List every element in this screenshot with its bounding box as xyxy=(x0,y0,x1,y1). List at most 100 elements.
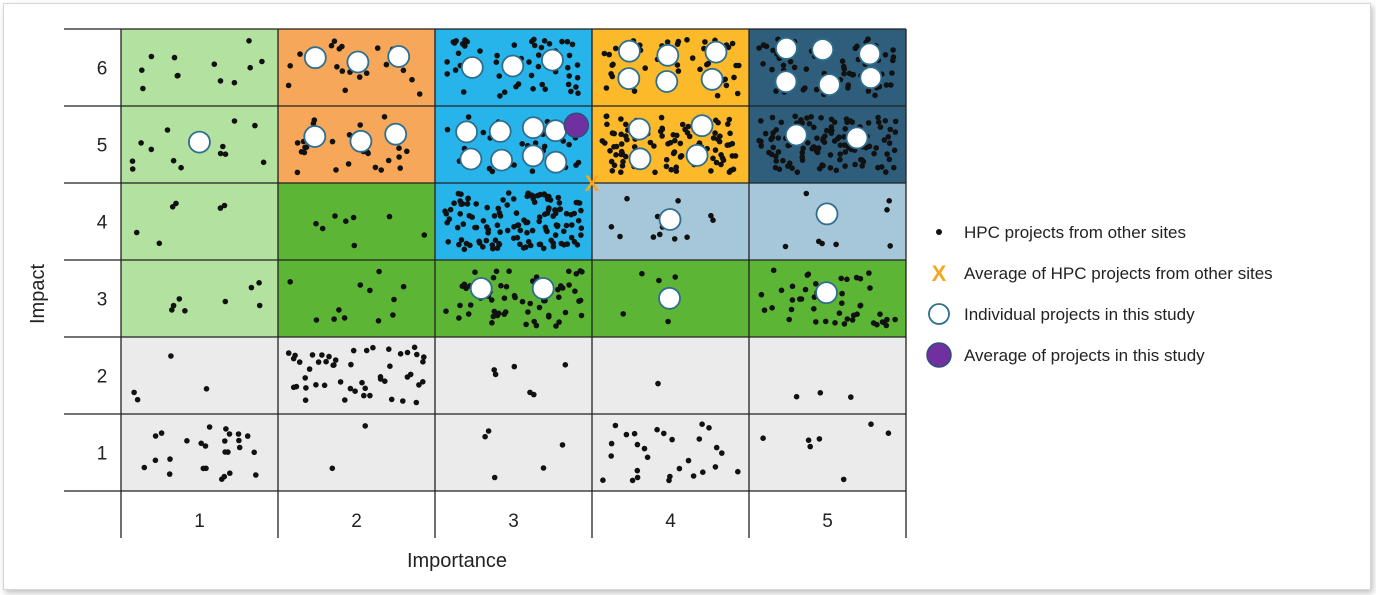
other-site-project-dot xyxy=(817,390,824,396)
other-site-project-dot xyxy=(148,53,155,60)
legend-label: Average of projects in this study xyxy=(964,346,1205,365)
other-site-project-dot xyxy=(604,121,610,128)
other-site-project-dot xyxy=(778,119,785,126)
other-site-project-dot xyxy=(131,389,137,396)
other-site-project-dot xyxy=(837,156,843,163)
other-site-project-dot xyxy=(712,130,718,136)
other-site-project-dot xyxy=(528,72,535,79)
other-site-project-dot xyxy=(246,38,252,44)
other-site-project-dot xyxy=(667,139,674,146)
other-site-project-dot xyxy=(879,319,886,325)
other-site-project-dot xyxy=(504,202,511,208)
other-site-project-dot xyxy=(806,120,813,127)
other-site-project-dot xyxy=(663,163,670,170)
study-project-circle xyxy=(303,46,327,70)
other-site-project-dot xyxy=(769,305,775,311)
other-site-project-dot xyxy=(465,196,471,202)
other-site-project-dot xyxy=(541,143,548,150)
other-site-project-dot xyxy=(837,142,844,148)
other-site-project-dot xyxy=(710,135,717,141)
other-site-project-dot xyxy=(341,315,348,321)
other-site-project-dot xyxy=(651,143,657,149)
other-site-project-dot xyxy=(655,380,661,387)
other-site-project-dot xyxy=(657,231,663,238)
y-axis-title: Impact xyxy=(27,264,49,324)
other-site-project-dot xyxy=(465,114,472,120)
other-site-project-dot xyxy=(613,143,620,150)
other-site-project-dot xyxy=(236,444,243,451)
other-site-project-dot xyxy=(339,68,346,74)
other-site-project-dot xyxy=(445,239,452,245)
other-site-project-dot xyxy=(527,389,533,396)
other-site-project-dot xyxy=(618,169,624,175)
other-site-project-dot xyxy=(133,229,140,236)
other-site-project-dot xyxy=(761,307,768,314)
other-site-project-dot xyxy=(328,42,335,49)
other-site-project-dot xyxy=(828,130,835,136)
other-site-project-dot xyxy=(849,317,856,323)
other-site-project-dot xyxy=(501,89,508,95)
other-site-project-dot xyxy=(717,133,723,139)
other-site-project-dot xyxy=(758,291,765,298)
other-site-project-dot xyxy=(450,39,457,45)
other-site-project-dot xyxy=(875,119,882,125)
y-tick-label: 3 xyxy=(97,290,108,311)
other-site-project-dot xyxy=(319,225,326,232)
other-site-project-dot xyxy=(800,145,806,152)
other-site-project-dot xyxy=(675,198,681,204)
other-site-project-dot xyxy=(378,167,385,173)
other-site-project-dot xyxy=(575,217,582,224)
other-site-project-dot xyxy=(578,225,585,231)
other-site-project-dot xyxy=(498,282,504,289)
other-site-project-dot xyxy=(684,37,690,43)
other-site-project-dot xyxy=(248,284,255,291)
other-site-project-dot xyxy=(511,292,518,299)
other-site-project-dot xyxy=(164,127,171,133)
average-other-sites-marker: X xyxy=(585,171,600,196)
other-site-project-dot xyxy=(331,362,337,368)
other-site-project-dot xyxy=(644,454,651,461)
other-site-project-dot xyxy=(799,154,805,160)
other-site-project-dot xyxy=(382,378,388,385)
other-site-project-dot xyxy=(222,298,229,305)
importance-impact-chart: X 1 2 3 4 5 1 2 3 4 5 6 Importance Impact HPC proj… xyxy=(27,28,1273,572)
other-site-project-dot xyxy=(841,70,847,77)
other-site-project-dot xyxy=(859,157,865,163)
other-site-project-dot xyxy=(332,213,338,219)
other-site-project-dot xyxy=(782,243,789,250)
other-site-project-dot xyxy=(647,139,654,146)
other-site-project-dot xyxy=(557,206,564,212)
other-site-project-dot xyxy=(840,63,847,70)
other-site-project-dot xyxy=(383,61,390,68)
other-site-project-dot xyxy=(359,379,365,386)
other-site-project-dot xyxy=(852,45,859,52)
other-site-project-dot xyxy=(678,153,685,159)
other-site-project-dot xyxy=(884,151,890,157)
other-site-project-dot xyxy=(650,234,657,240)
other-site-project-dot xyxy=(618,116,624,122)
other-site-project-dot xyxy=(297,51,303,57)
other-site-project-dot xyxy=(156,240,163,247)
other-site-project-dot xyxy=(253,472,259,478)
other-site-project-dot xyxy=(541,38,548,44)
other-site-project-dot xyxy=(729,153,736,159)
other-site-project-dot xyxy=(494,312,501,319)
other-site-project-dot xyxy=(251,449,257,456)
other-site-project-dot xyxy=(461,246,468,253)
other-site-project-dot xyxy=(217,150,224,157)
other-site-project-dot xyxy=(807,443,813,450)
other-site-project-dot xyxy=(566,282,572,288)
other-site-project-dot xyxy=(452,67,459,73)
other-site-project-dot xyxy=(799,120,805,126)
other-site-project-dot xyxy=(569,222,575,228)
other-site-project-dot xyxy=(883,82,890,88)
other-site-project-dot xyxy=(600,477,606,484)
other-site-project-dot xyxy=(525,309,531,315)
other-site-project-dot xyxy=(303,144,310,150)
other-site-project-dot xyxy=(400,283,407,290)
other-site-project-dot xyxy=(857,303,863,309)
other-site-project-dot xyxy=(763,43,770,50)
other-site-project-dot xyxy=(872,92,878,99)
study-project-circle xyxy=(818,73,841,96)
other-site-project-dot xyxy=(400,67,407,74)
